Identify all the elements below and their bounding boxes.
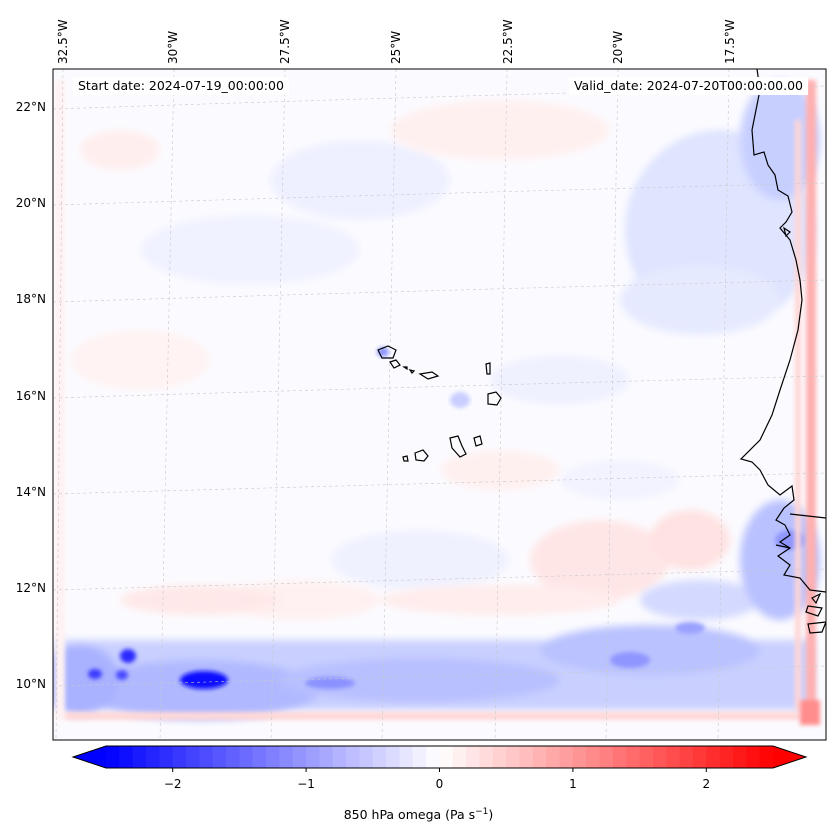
lon-label: 27.5°W	[278, 19, 292, 64]
colorbar-cell	[226, 746, 240, 768]
colorbar-cell	[746, 746, 761, 768]
colorbar-cell	[466, 746, 481, 768]
island-sao-nicolau	[418, 371, 440, 380]
colorbar-cell	[612, 746, 627, 768]
island-sal	[485, 362, 491, 375]
lat-label: 14°N	[16, 485, 46, 499]
colorbar-cell	[132, 746, 147, 768]
lon-label: 22.5°W	[501, 19, 515, 64]
colorbar-cell	[186, 746, 200, 768]
colorbar-cell	[519, 746, 534, 768]
colorbar-cell	[172, 746, 187, 768]
colorbar-tick-label: 2	[702, 777, 710, 791]
colorbar-cell	[506, 746, 521, 768]
colorbar-cell	[146, 746, 160, 768]
lon-label: 17.5°W	[723, 19, 737, 64]
lat-label: 10°N	[16, 677, 46, 691]
omega-field	[53, 69, 826, 740]
start-date-label: Start date: 2024-07-19_00:00:00	[73, 77, 289, 95]
colorbar-cell	[452, 746, 467, 768]
colorbar-cell	[159, 746, 174, 768]
colorbar-cell	[492, 746, 507, 768]
colorbar-cell	[666, 746, 681, 768]
colorbar-tick-label: −2	[164, 777, 182, 791]
colorbar: −2 −1 0 1 2	[71, 745, 808, 791]
colorbar-cell	[386, 746, 401, 768]
colorbar-outline	[71, 745, 808, 769]
island-santiago	[449, 435, 467, 458]
colorbar-cell	[252, 746, 267, 768]
colorbar-cell	[279, 746, 294, 768]
colorbar-cell	[599, 746, 614, 768]
lat-label: 12°N	[16, 581, 46, 595]
colorbar-label: 850 hPa omega (Pa s−1)	[0, 807, 837, 822]
lon-label: 30°W	[166, 31, 180, 64]
lon-label: 25°W	[389, 31, 403, 64]
map-frame	[52, 68, 827, 741]
island-maio	[473, 435, 483, 447]
colorbar-cell	[426, 746, 441, 768]
colorbar-cell	[292, 746, 307, 768]
colorbar-cell	[239, 746, 254, 768]
colorbar-cell	[692, 746, 707, 768]
colorbar-cell	[306, 746, 321, 768]
colorbar-cell	[559, 746, 574, 768]
island-sao-vicente	[389, 359, 401, 369]
colorbar-cell	[439, 746, 454, 768]
lat-label: 20°N	[16, 196, 46, 210]
colorbar-cell	[119, 746, 134, 768]
lat-label: 18°N	[16, 292, 46, 306]
colorbar-cell	[359, 746, 374, 768]
colorbar-cell	[652, 746, 667, 768]
gridlines	[53, 69, 826, 740]
colorbar-label-exp: −1	[475, 807, 489, 817]
colorbar-cell	[586, 746, 601, 768]
colorbar-cell	[546, 746, 561, 768]
colorbar-cell	[719, 746, 734, 768]
lon-tick-labels: 32.5°W 30°W 27.5°W 25°W 22.5°W 20°W 17.5…	[56, 19, 737, 64]
colorbar-ticks: −2 −1 0 1 2	[164, 768, 710, 791]
colorbar-cell	[266, 746, 281, 768]
colorbar-cell	[679, 746, 694, 768]
lat-label: 16°N	[16, 389, 46, 403]
colorbar-cells	[73, 746, 806, 768]
colorbar-tick-label: −1	[297, 777, 315, 791]
colorbar-label-prefix: 850 hPa omega (Pa s	[343, 807, 476, 823]
colorbar-cell	[572, 746, 587, 768]
africa-coastline	[739, 69, 826, 593]
colorbar-cell	[532, 746, 547, 768]
colorbar-cell	[412, 746, 427, 768]
colorbar-cell	[759, 746, 774, 768]
colorbar-cell	[639, 746, 654, 768]
colorbar-tick-label: 1	[569, 777, 577, 791]
colorbar-cell	[332, 746, 347, 768]
colorbar-cell	[626, 746, 641, 768]
colorbar-cell	[212, 746, 227, 768]
lon-label: 20°W	[611, 31, 625, 64]
colorbar-extend-high	[773, 746, 806, 768]
lon-label: 32.5°W	[56, 19, 70, 64]
colorbar-cell	[399, 746, 414, 768]
valid-date-label: Valid_date: 2024-07-20T00:00:00.00	[568, 77, 808, 95]
colorbar-cell	[706, 746, 721, 768]
colorbar-cell	[732, 746, 747, 768]
colorbar-cell	[372, 746, 387, 768]
colorbar-tick-label: 0	[436, 777, 444, 791]
lat-label: 22°N	[16, 100, 46, 114]
island-boa-vista	[487, 391, 502, 406]
colorbar-label-suffix: )	[488, 807, 494, 823]
colorbar-cell	[106, 746, 120, 768]
island-fogo	[414, 449, 429, 462]
island-brava	[402, 455, 409, 462]
colorbar-cell	[346, 746, 361, 768]
colorbar-cell	[319, 746, 334, 768]
colorbar-cell	[199, 746, 214, 768]
island-santo-antao	[377, 345, 397, 359]
lat-tick-labels: 22°N 20°N 18°N 16°N 14°N 12°N 10°N	[16, 100, 46, 691]
colorbar-cell	[479, 746, 494, 768]
colorbar-extend-low	[73, 746, 106, 768]
coastline	[377, 69, 826, 634]
